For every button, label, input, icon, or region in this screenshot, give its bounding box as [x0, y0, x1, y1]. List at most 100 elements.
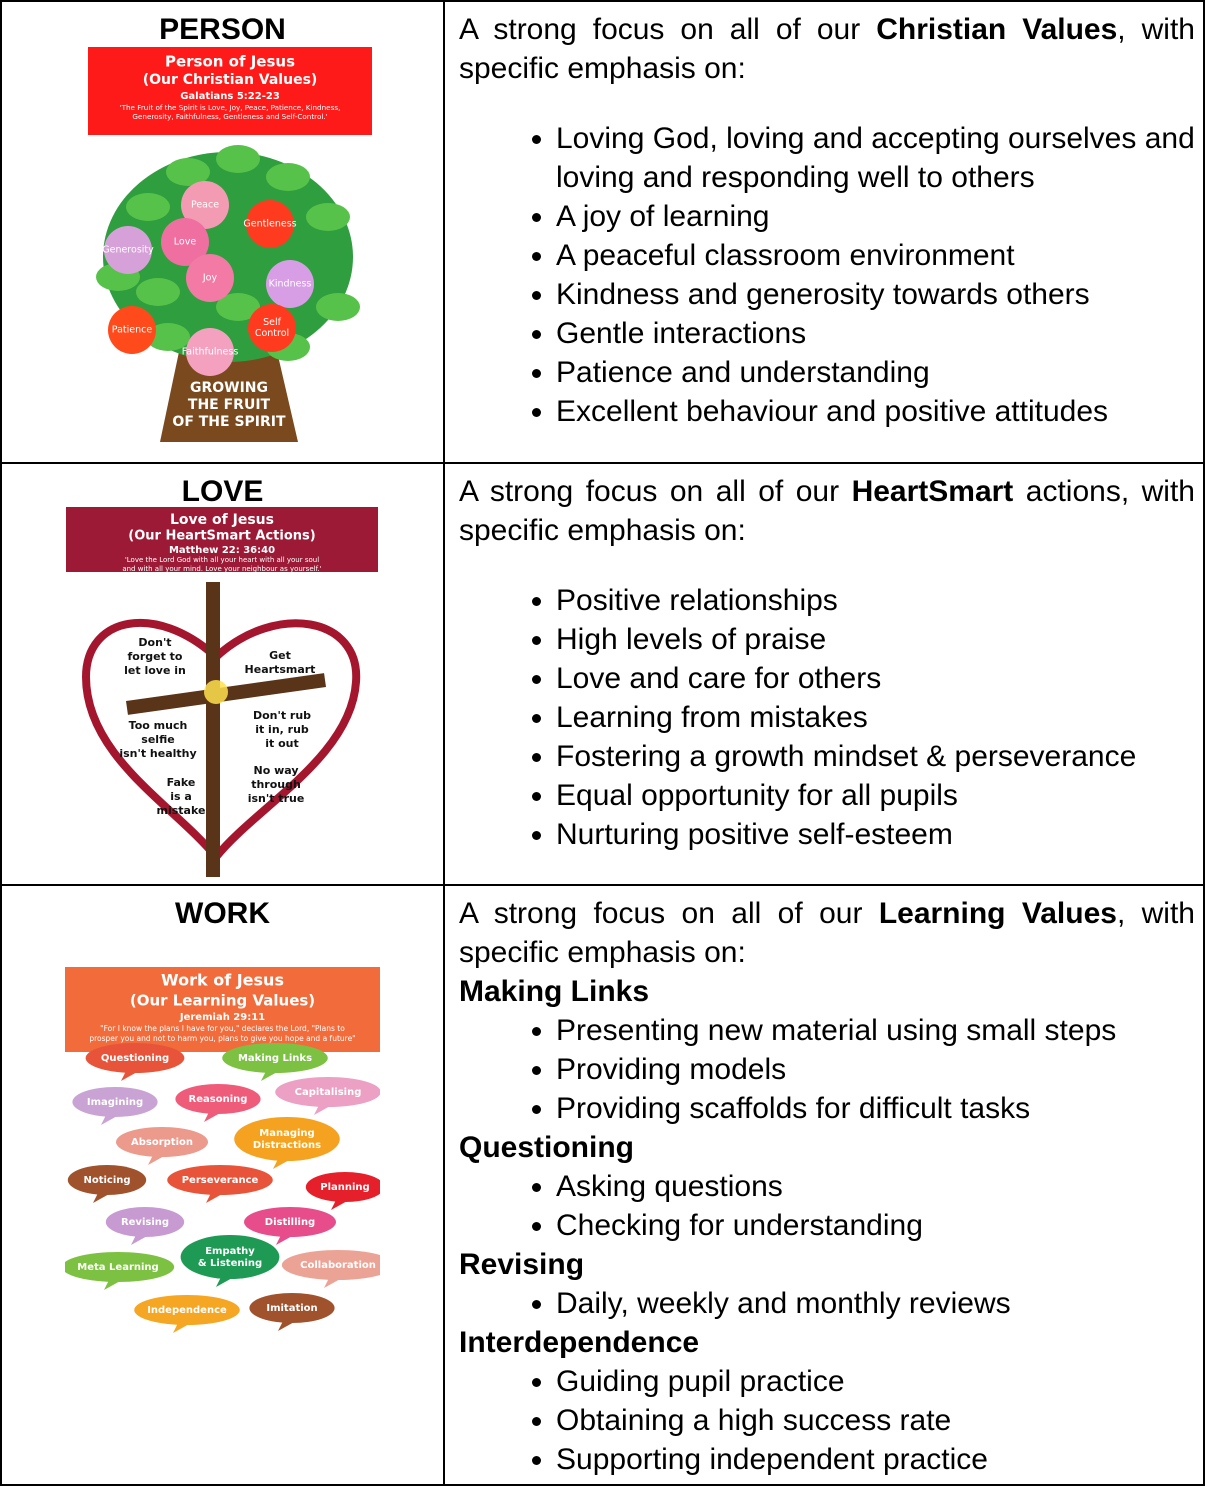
- bubble-label: Empathy: [205, 1246, 255, 1257]
- table-row: LOVE Love of Jesus (Our HeartSmart Action…: [0, 462, 1205, 886]
- poster-title: Work of Jesus: [161, 971, 284, 990]
- bubble-label: Making Links: [238, 1053, 312, 1064]
- left-cell: WORK Work of Jesus (Our Learning Values) J…: [0, 884, 445, 1486]
- bubble: [275, 1077, 380, 1107]
- intro-bold: HeartSmart: [851, 475, 1014, 508]
- intro: A strong focus on all of our HeartSmart …: [459, 472, 1195, 550]
- poster-subtitle: (Our Christian Values): [143, 72, 318, 88]
- right-cell: A strong focus on all of our Learning Va…: [443, 884, 1205, 1486]
- bubble: [67, 1165, 147, 1195]
- bullet-item: Checking for understanding: [556, 1206, 1195, 1245]
- bubble: [305, 1172, 380, 1202]
- bullet-item: Equal opportunity for all pupils: [556, 776, 1195, 815]
- heart-label: Get: [269, 649, 291, 662]
- leaves: [96, 145, 360, 361]
- bullet-item: Excellent behaviour and positive attitud…: [556, 392, 1195, 431]
- bullet-item: Love and care for others: [556, 659, 1195, 698]
- page: PERSON Person of Jesus (Our Christian Val…: [0, 0, 1205, 1454]
- heart-label: it out: [265, 737, 299, 750]
- poster-header: [65, 967, 380, 1052]
- heart-label: Too much: [129, 719, 188, 732]
- left-cell: LOVE Love of Jesus (Our HeartSmart Action…: [0, 462, 445, 886]
- bubble-label: Noticing: [83, 1175, 130, 1186]
- right-cell: A strong focus on all of our HeartSmart …: [443, 462, 1205, 886]
- bullet-item: High levels of praise: [556, 620, 1195, 659]
- group-heading: Questioning: [459, 1131, 634, 1164]
- table-row: WORK Work of Jesus (Our Learning Values) J…: [0, 884, 1205, 1486]
- fruit: [186, 254, 234, 302]
- bullet-item: Daily, weekly and monthly reviews: [556, 1284, 1195, 1323]
- bubble: [234, 1117, 340, 1161]
- right-cell: A strong focus on all of our Christian V…: [443, 0, 1205, 464]
- bubble-label: Absorption: [131, 1137, 193, 1148]
- group-heading: Interdependence: [459, 1326, 700, 1359]
- poster-header: [88, 47, 372, 135]
- poster-quote: 'The Fruit of the Spirit is Love, Joy, P…: [120, 103, 341, 112]
- bubble: [180, 1235, 280, 1279]
- poster-reference: Jeremiah 29:11: [179, 1012, 265, 1023]
- fruit: [248, 304, 296, 352]
- bullet-item: Guiding pupil practice: [556, 1362, 1195, 1401]
- intro: A strong focus on all of our Christian V…: [459, 10, 1195, 88]
- bubble: [175, 1084, 261, 1114]
- bullet-list: Guiding pupil practiceObtaining a high s…: [459, 1362, 1195, 1479]
- intro-text: , with specific emphasis on:: [459, 13, 1195, 85]
- table-row: PERSON Person of Jesus (Our Christian Val…: [0, 0, 1205, 464]
- bubble-label: Independence: [147, 1305, 227, 1316]
- bubble-label: Meta Learning: [77, 1262, 158, 1273]
- bubble-label: Distilling: [265, 1217, 315, 1228]
- heart-label: Don't: [138, 636, 171, 649]
- poster-title: Person of Jesus: [165, 53, 295, 71]
- heart-label: Don't rub: [253, 709, 311, 722]
- bullet-list: Loving God, loving and accepting ourselv…: [459, 119, 1195, 431]
- row-heading: LOVE: [181, 475, 264, 508]
- bullet-item: Asking questions: [556, 1167, 1195, 1206]
- poster-footer: THE FRUIT: [188, 397, 271, 413]
- group-heading: Revising: [459, 1248, 585, 1281]
- bubble-label: Planning: [320, 1182, 369, 1193]
- heart-label: selfie: [141, 733, 174, 746]
- left-cell: PERSON Person of Jesus (Our Christian Val…: [0, 0, 445, 464]
- poster-quote: 'Love the Lord God with all your heart w…: [125, 556, 319, 564]
- bubble-label: & Listening: [198, 1258, 262, 1269]
- bubble: [244, 1207, 336, 1237]
- bubble: [116, 1127, 208, 1157]
- row-heading: WORK: [175, 897, 270, 930]
- fruit: [108, 306, 156, 354]
- fruit-label: Joy: [202, 273, 218, 284]
- heart-label: No way: [253, 764, 298, 777]
- bubble-label: Capitalising: [295, 1087, 362, 1098]
- intro-bold: Learning Values: [878, 897, 1117, 930]
- bubble: [105, 1207, 185, 1237]
- poster-quote: prosper you and not to harm you, plans t…: [89, 1034, 355, 1043]
- bubble-label: Imagining: [87, 1097, 143, 1108]
- bullet-item: Patience and understanding: [556, 353, 1195, 392]
- group-heading: Making Links: [459, 975, 650, 1008]
- fruit-label: Gentleness: [243, 219, 296, 230]
- bubble: [167, 1165, 273, 1195]
- fruit: [186, 328, 234, 376]
- fruit-label: Faithfulness: [182, 347, 239, 358]
- intro-text: actions, with specific emphasis on:: [459, 475, 1195, 547]
- poster: Love of Jesus(Our HeartSmart Actions)Mat…: [66, 507, 378, 877]
- heart-label: isn't true: [248, 792, 305, 805]
- heart-label: is a: [170, 790, 192, 803]
- fruit: [104, 226, 152, 274]
- bubble-label: Managing: [259, 1128, 314, 1139]
- fruit-label: Kindness: [269, 279, 312, 290]
- intro-text: A strong focus on all of our: [459, 13, 877, 46]
- bullet-list: Positive relationshipsHigh levels of pra…: [459, 581, 1195, 854]
- intro-text: , with specific emphasis on:: [459, 897, 1195, 969]
- fruit-label: Control: [255, 328, 289, 339]
- poster: Person of Jesus(Our Christian Values) Gal…: [88, 47, 372, 442]
- bullet-item: A peaceful classroom environment: [556, 236, 1195, 275]
- bubble: [249, 1293, 335, 1323]
- bullet-item: Learning from mistakes: [556, 698, 1195, 737]
- fruit: [161, 218, 209, 266]
- bubble-label: Revising: [121, 1217, 169, 1228]
- bubble: [134, 1295, 240, 1325]
- bullet-list: Presenting new material using small step…: [459, 1011, 1195, 1128]
- fruit: [246, 200, 294, 248]
- poster-quote: "For I know the plans I have for you," d…: [100, 1024, 345, 1033]
